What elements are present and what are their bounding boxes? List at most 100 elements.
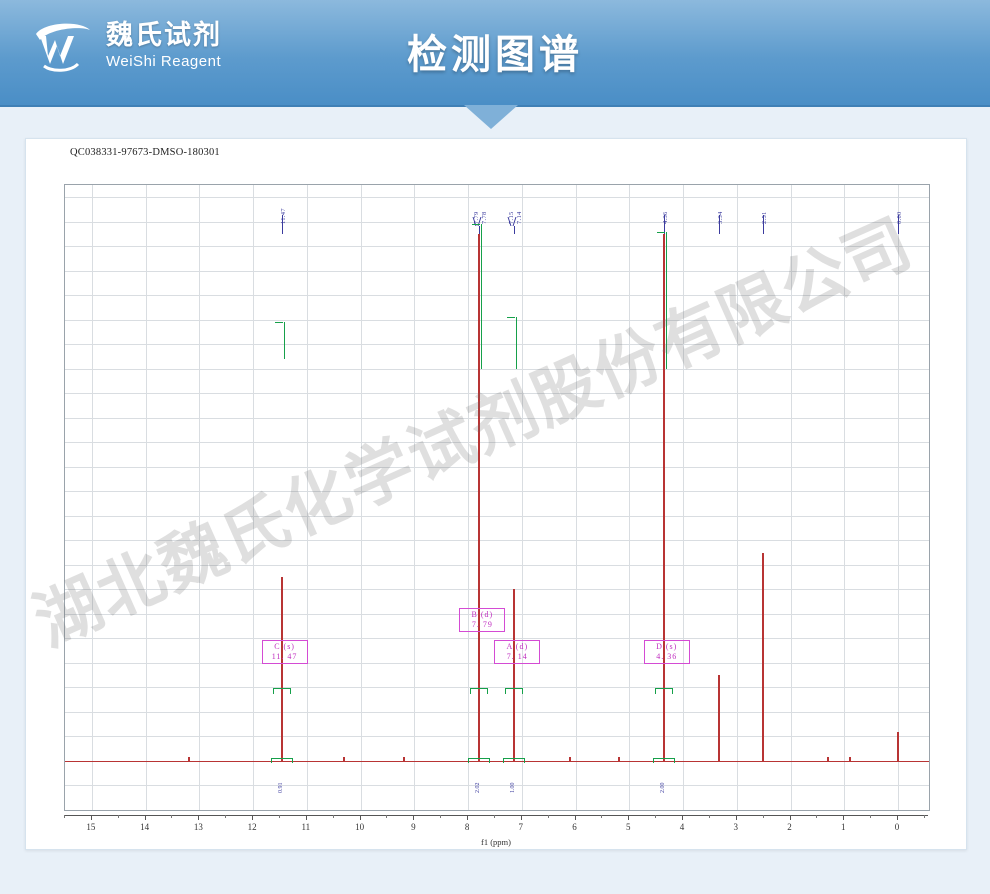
gridline-vertical [898,185,899,810]
x-axis-tick-label: 6 [572,822,577,832]
gridline-horizontal [65,270,929,272]
spectrum-noise-bump [402,756,405,761]
gridline-horizontal [65,344,929,346]
spectrum-baseline [65,760,929,762]
x-axis-tick [520,815,522,820]
gridline-vertical [521,185,523,810]
gridline-horizontal [65,711,929,713]
spectrum-peak [717,675,720,761]
x-axis-minor-tick [278,815,280,818]
assignment-label: A (d) [506,642,529,651]
x-axis-tick-label: 2 [787,822,792,832]
assignment-box-c[interactable]: C (s) 11. 47 [261,640,308,664]
integral-value-label: 2.02 [475,782,482,794]
gridline-horizontal [65,393,929,395]
integral-bracket [470,688,489,694]
integral-value-label: 1.00 [510,782,517,794]
gridline-vertical [199,185,201,810]
gridline-vertical [683,185,685,810]
x-axis-tick-label: 3 [733,822,739,832]
gridline-vertical [629,185,631,810]
x-axis-minor-tick [708,815,710,818]
x-axis-tick [359,815,361,820]
assignment-label: D (s) [656,642,678,651]
x-axis-tick [628,815,630,820]
x-axis-minor-tick [547,815,549,818]
gridline-horizontal [65,442,929,444]
integral-bracket [272,688,291,694]
x-axis-title: f1 (ppm) [481,837,511,847]
header-notch-arrow [464,105,518,129]
gridline-horizontal [65,197,929,199]
spectrum-noise-bump [827,756,830,761]
x-axis-tick-label: 11 [301,822,311,832]
x-axis-tick-label: 12 [247,822,257,832]
gridline-vertical [575,185,577,810]
gridline-horizontal [65,810,929,811]
spectrum-noise-bump [343,756,346,761]
integral-bracket-bottom [503,758,526,763]
integral-curve [275,322,285,359]
gridline-horizontal [65,466,929,468]
integral-bracket-bottom [468,758,491,763]
x-axis-tick-label: 7 [518,822,524,832]
nmr-plot-area: 11.47 7.79 7.78 7.15 7.14 4.36 3.34 2.51 0.00 C … [64,184,930,811]
peak-tick-mark [663,215,665,234]
x-axis-minor-tick [816,815,818,818]
gridline-horizontal [65,491,929,493]
x-axis-tick-label: 4 [679,822,685,832]
spectrum-card: QC038331-97673-DMSO-180301 [25,138,967,850]
integral-bracket [505,688,524,694]
integral-curve-cap [507,317,516,319]
integral-curve-cap [656,231,665,233]
integral-curve [657,231,667,369]
x-axis-minor-tick [601,815,603,818]
x-axis-tick [574,815,576,820]
assignment-box-b[interactable]: B (d) 7. 79 [459,608,506,632]
spectrum-noise-bump [848,756,851,761]
gridline-vertical [145,185,147,810]
gridline-horizontal [65,613,929,615]
x-axis: 15 14 13 12 11 10 9 8 7 6 5 4 3 2 1 0 f1 (ppm) [64,815,928,857]
spectrum-peak [662,234,665,761]
x-axis-tick-label: 10 [355,822,365,832]
x-axis-tick [843,815,845,820]
gridline-vertical [844,185,846,810]
assignment-box-a[interactable]: A (d) 7. 14 [494,640,541,664]
x-axis-tick [144,815,146,820]
peak-tick-mark [514,226,516,234]
x-axis-tick [90,815,92,820]
gridline-horizontal [65,221,929,223]
integral-bracket [654,688,673,694]
x-axis-minor-tick [762,815,764,818]
x-axis-tick-label: 15 [86,822,96,832]
x-axis-tick-label: 1 [841,822,846,832]
gridline-horizontal [65,246,929,248]
assignment-box-d[interactable]: D (s) 4. 36 [643,640,690,664]
weishi-logo-icon [30,16,96,76]
x-axis-minor-tick [64,815,65,818]
x-axis-tick-label: 9 [411,822,416,832]
assignment-shift: 7. 79 [471,620,493,629]
assignment-shift: 7. 14 [506,652,528,661]
gridline-horizontal [65,687,929,689]
x-axis-tick-label: 13 [193,822,203,832]
x-axis-minor-tick [655,815,657,818]
x-axis-tick [682,815,684,820]
sample-id-label: QC038331-97673-DMSO-180301 [70,147,220,158]
gridline-horizontal [65,540,929,542]
integral-curve [507,317,518,369]
spectrum-peak [512,589,515,761]
gridline-horizontal [65,785,929,787]
gridline-horizontal [65,319,929,321]
x-axis-tick [198,815,200,820]
gridline-horizontal [65,564,929,566]
peak-tick-mark [718,215,720,234]
gridline-vertical [736,185,738,810]
integral-curve [472,224,483,369]
x-axis-tick-label: 5 [626,822,631,832]
spectrum-peak [280,577,283,761]
x-axis-tick [252,815,254,820]
spectrum-trace: 11.47 7.79 7.78 7.15 7.14 4.36 3.34 2.51 0.00 [65,185,929,810]
x-axis-line [64,815,928,816]
